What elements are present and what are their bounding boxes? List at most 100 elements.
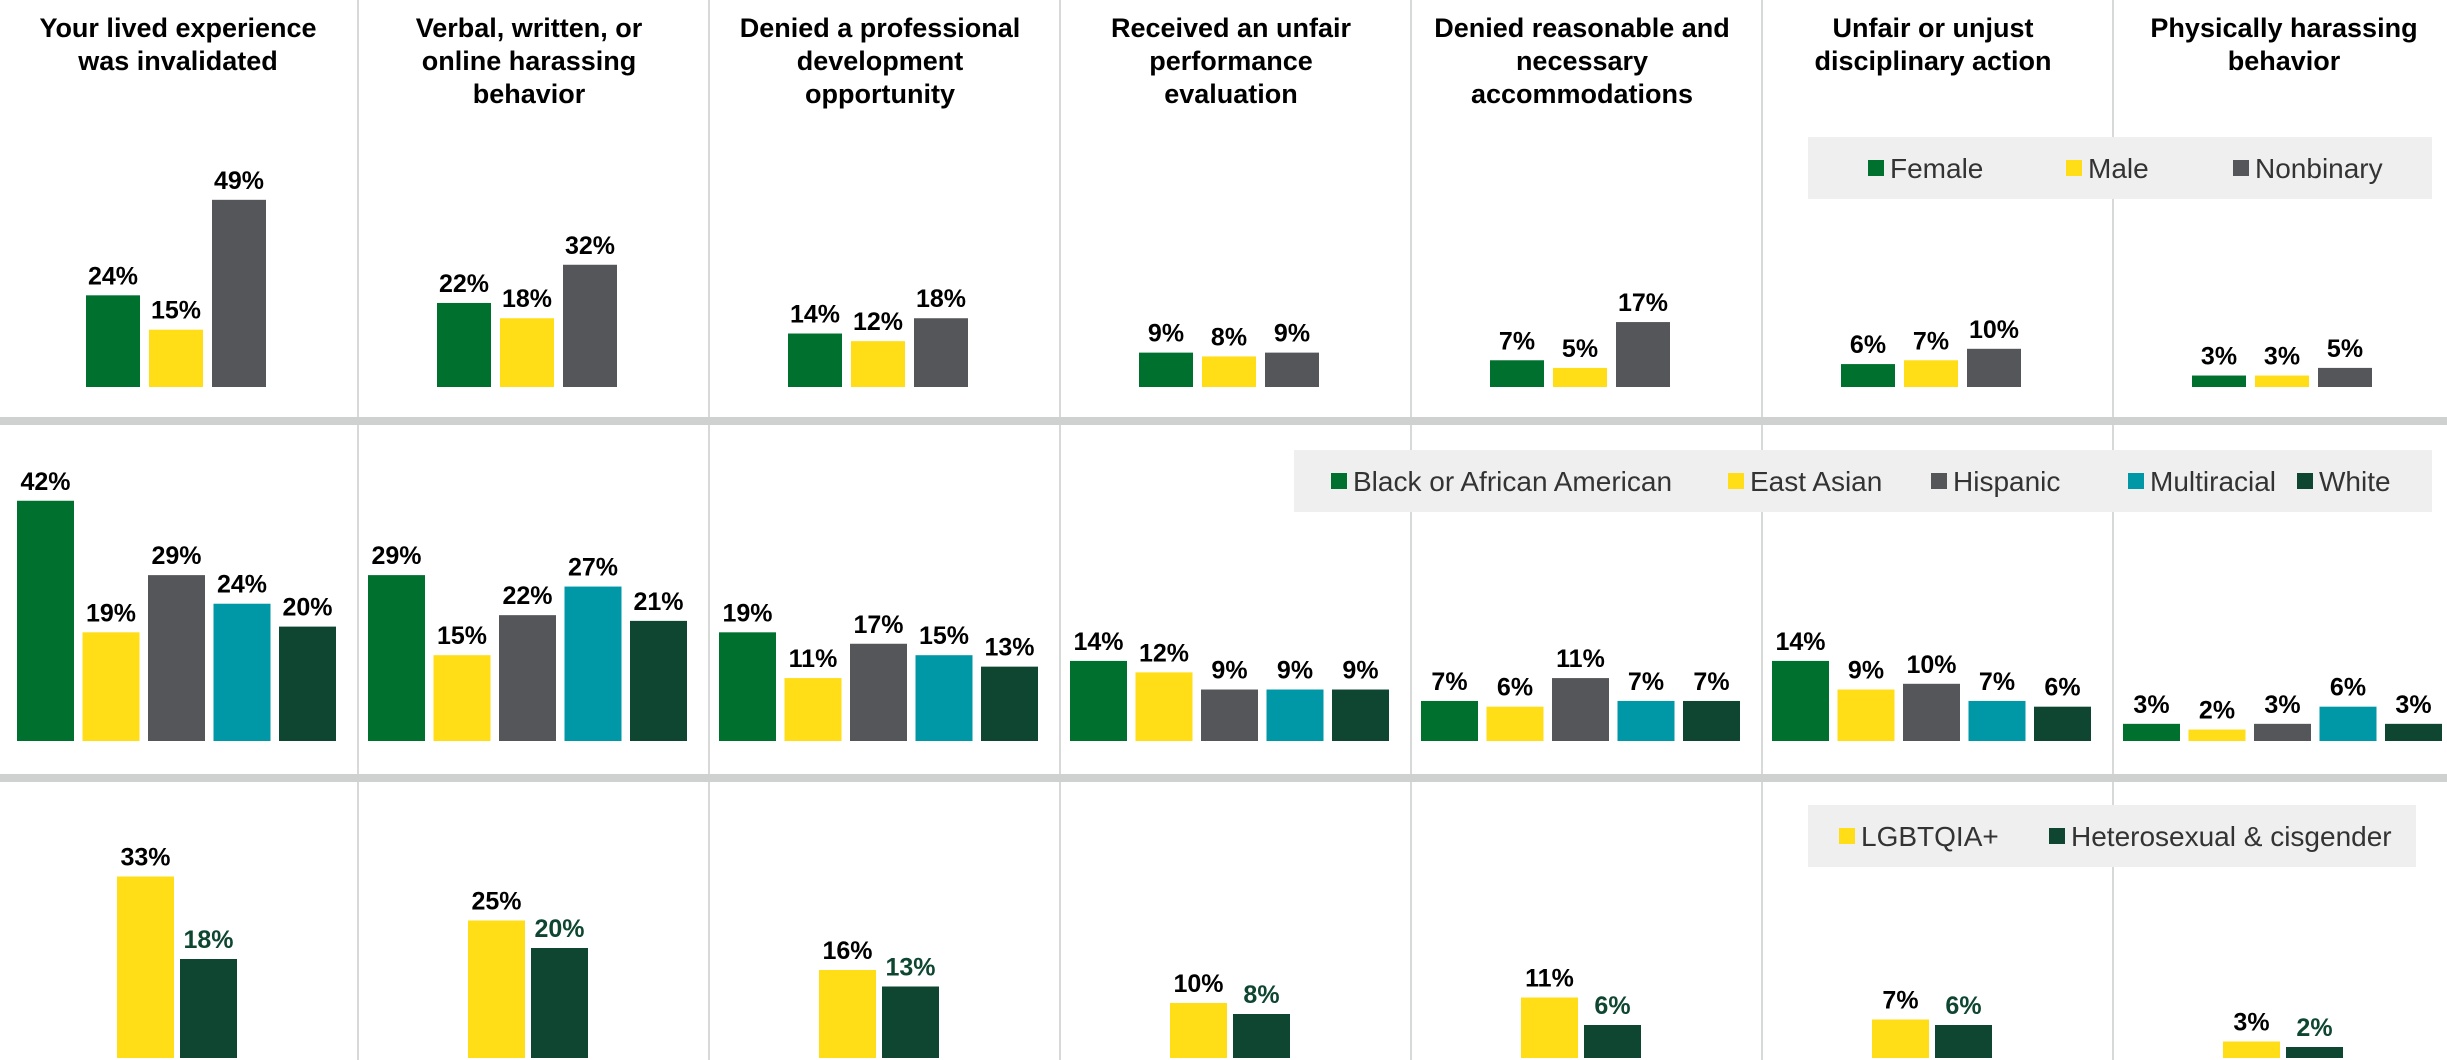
bar-gender-male xyxy=(1553,367,1607,387)
column-header-line: Received an unfair xyxy=(1111,13,1352,43)
bar-gender-male xyxy=(1202,356,1256,387)
bar-race-hispanic xyxy=(148,575,205,741)
bar-race-east-asian xyxy=(1486,706,1544,741)
data-label: 7% xyxy=(1979,668,2015,696)
bar-race-east-asian xyxy=(784,678,842,741)
column-header-line: necessary xyxy=(1516,46,1648,76)
bar-gender-female xyxy=(86,295,140,387)
data-label: 7% xyxy=(1499,327,1535,355)
bar-gender-nonbinary xyxy=(914,318,968,387)
row-separator xyxy=(0,774,2447,782)
bar-race-multiracial xyxy=(1266,689,1324,741)
data-label: 19% xyxy=(86,599,136,627)
bar-gender-male xyxy=(1904,360,1958,387)
column-header-line: disciplinary action xyxy=(1814,46,2051,76)
data-label: 6% xyxy=(1945,992,1981,1020)
bar-race-white xyxy=(279,626,336,741)
legend-label: Nonbinary xyxy=(2255,153,2383,184)
column-header-line: Your lived experience xyxy=(39,13,316,43)
data-label: 3% xyxy=(2264,691,2300,719)
legend-label: White xyxy=(2319,466,2391,497)
data-label: 12% xyxy=(853,308,903,336)
legend-label: Male xyxy=(2088,153,2149,184)
bar-race-multiracial xyxy=(2319,706,2377,741)
data-label: 14% xyxy=(1775,628,1825,656)
bar-gender-nonbinary xyxy=(1967,348,2021,387)
legend-swatch xyxy=(1728,473,1744,489)
column-header-line: behavior xyxy=(473,79,586,109)
bar-gender-female xyxy=(788,333,842,387)
data-label: 18% xyxy=(916,285,966,313)
data-label: 2% xyxy=(2296,1014,2332,1042)
bar-gender-nonbinary xyxy=(1265,352,1319,387)
column-header-line: opportunity xyxy=(805,79,955,109)
bar-orientation-lgbtqia- xyxy=(468,920,525,1058)
legend-label: Black or African American xyxy=(1353,466,1672,497)
data-label: 9% xyxy=(1148,320,1184,348)
bar-orientation-heterosexual-cisgender xyxy=(1233,1014,1290,1058)
data-label: 10% xyxy=(1173,970,1223,998)
data-label: 11% xyxy=(1525,965,1574,993)
data-label: 15% xyxy=(919,622,969,650)
data-label: 9% xyxy=(1211,657,1247,685)
bar-race-east-asian xyxy=(2188,729,2246,741)
bar-race-multiracial xyxy=(1617,700,1675,741)
data-label: 5% xyxy=(2327,335,2363,363)
data-label: 2% xyxy=(2199,697,2235,725)
bar-race-white xyxy=(1332,689,1389,741)
data-label: 27% xyxy=(568,554,618,582)
data-label: 6% xyxy=(1850,331,1886,359)
data-label: 9% xyxy=(1274,320,1310,348)
legend-label: Female xyxy=(1890,153,1983,184)
bar-orientation-lgbtqia- xyxy=(819,970,876,1058)
legend-swatch xyxy=(1331,473,1347,489)
bar-gender-nonbinary xyxy=(1616,322,1670,387)
legend-label: Hispanic xyxy=(1953,466,2060,497)
legend-swatch xyxy=(2066,160,2082,176)
data-label: 11% xyxy=(1556,645,1605,673)
bar-race-black-or-african-american xyxy=(1421,700,1478,741)
bar-race-black-or-african-american xyxy=(2123,723,2180,741)
data-label: 14% xyxy=(790,301,840,329)
bar-orientation-lgbtqia- xyxy=(1170,1003,1227,1058)
legend-swatch xyxy=(1839,828,1855,844)
bar-gender-female xyxy=(1139,352,1193,387)
bar-orientation-heterosexual-cisgender xyxy=(882,986,939,1058)
data-label: 22% xyxy=(502,582,552,610)
bar-race-east-asian xyxy=(433,655,491,741)
column-header-line: online harassing xyxy=(422,46,637,76)
bar-race-east-asian xyxy=(82,632,140,741)
data-label: 7% xyxy=(1628,668,1664,696)
data-label: 25% xyxy=(471,888,521,916)
column-header-line: Verbal, written, or xyxy=(416,13,643,43)
data-label: 12% xyxy=(1139,639,1189,667)
data-label: 3% xyxy=(2133,691,2169,719)
column-header-line: Denied reasonable and xyxy=(1434,13,1730,43)
bar-gender-male xyxy=(149,329,203,387)
bar-gender-nonbinary xyxy=(212,199,266,387)
bar-orientation-lgbtqia- xyxy=(2223,1041,2280,1058)
legend-label: East Asian xyxy=(1750,466,1882,497)
data-label: 14% xyxy=(1073,628,1123,656)
data-label: 18% xyxy=(183,926,233,954)
legend-box xyxy=(1808,805,2416,867)
data-label: 29% xyxy=(371,542,421,570)
legend-swatch xyxy=(2297,473,2313,489)
data-label: 19% xyxy=(722,599,772,627)
data-label: 33% xyxy=(120,844,170,872)
bar-race-white xyxy=(2034,706,2091,741)
data-label: 8% xyxy=(1243,981,1279,1009)
bar-orientation-heterosexual-cisgender xyxy=(531,948,588,1058)
column-header-line: performance xyxy=(1149,46,1313,76)
data-label: 5% xyxy=(1562,335,1598,363)
legend-label: Multiracial xyxy=(2150,466,2276,497)
bar-gender-nonbinary xyxy=(563,264,617,387)
legend-label: LGBTQIA+ xyxy=(1861,821,1999,852)
bar-gender-female xyxy=(1841,364,1895,387)
bar-race-multiracial xyxy=(1968,700,2026,741)
data-label: 3% xyxy=(2264,343,2300,371)
bar-orientation-heterosexual-cisgender xyxy=(1935,1025,1992,1058)
legend-swatch xyxy=(1868,160,1884,176)
bar-race-multiracial xyxy=(915,655,973,741)
